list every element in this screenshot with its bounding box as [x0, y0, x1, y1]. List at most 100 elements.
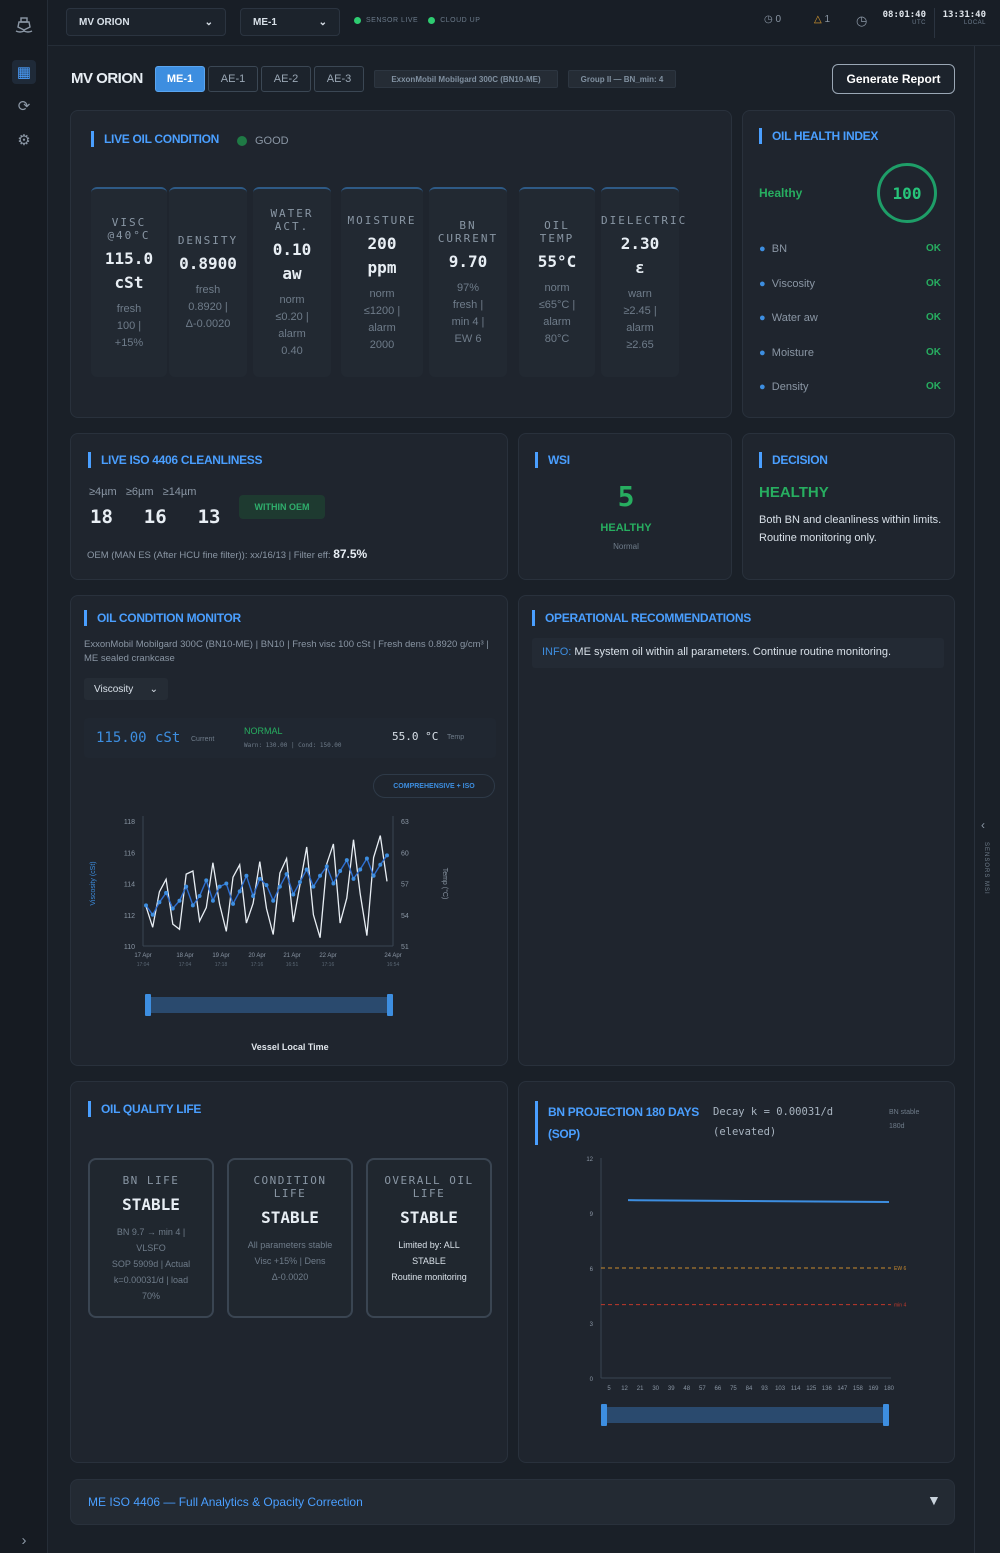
cloud-up-label: CLOUD UP — [440, 17, 481, 24]
readout-limits: Warn: 130.00 | Cond: 150.00 — [244, 742, 342, 749]
bn-x-tick-label: 5 — [607, 1386, 611, 1392]
metric-label: DENSITY — [177, 234, 239, 247]
alert-counter[interactable]: ◷ 0 — [764, 14, 781, 25]
y-tick-label: 116 — [124, 850, 135, 857]
health-item-state: OK — [926, 381, 941, 392]
iso-analytics-accordion[interactable]: ME ISO 4406 — Full Analytics & Opacity C… — [70, 1479, 955, 1525]
expand-chevron-icon[interactable]: › — [21, 1531, 27, 1549]
bn-x-tick-label: 30 — [652, 1386, 659, 1392]
bn-x-tick-label: 84 — [746, 1386, 753, 1392]
bn-x-tick-label: 103 — [775, 1386, 786, 1392]
range-slider[interactable] — [148, 997, 390, 1013]
metric-value-group: 9.70 — [429, 250, 507, 274]
oil-condition-monitor-panel: OIL CONDITION MONITOR ExxonMobil Mobilga… — [70, 595, 508, 1066]
ops-info-text: ME system oil within all parameters. Con… — [574, 646, 892, 658]
viscosity-point — [371, 873, 376, 878]
parameter-select[interactable]: Viscosity ⌄ — [84, 678, 168, 700]
dashboard-grid-icon[interactable]: ▦ — [12, 60, 36, 84]
bn-x-tick-label: 158 — [853, 1386, 864, 1392]
viscosity-chart[interactable]: 118 116 114 112 110 63 60 57 54 51 Viscosity (cSt)… — [71, 801, 509, 1031]
metric-label: ACT. — [274, 220, 310, 233]
metric-sub: ≤65°C | — [538, 299, 576, 311]
bn-range-handle-left[interactable] — [601, 1404, 607, 1426]
live-oil-condition-title: LIVE OIL CONDITION — [91, 131, 219, 147]
tab-ae-3[interactable]: AE-3 — [314, 66, 364, 92]
sensor-live-label: SENSOR LIVE — [366, 17, 419, 24]
engine-select-value: ME-1 — [253, 16, 277, 28]
bn-x-tick-label: 125 — [806, 1386, 817, 1392]
viscosity-point — [364, 856, 369, 861]
quality-card-sub: Routine monitoring — [391, 1272, 467, 1282]
metric-label: WATER — [270, 207, 314, 220]
metric-value: aw — [282, 264, 302, 283]
generate-report-button[interactable]: Generate Report — [832, 64, 955, 94]
chevron-left-icon[interactable]: ‹ — [981, 818, 985, 832]
metric-sub: fresh — [116, 302, 142, 315]
metric-sub: norm — [369, 287, 395, 300]
iso-title: LIVE ISO 4406 CLEANLINESS — [88, 452, 263, 468]
y-tick-label: 114 — [124, 882, 135, 889]
bn-projection-title: BN PROJECTION 180 DAYS (SOP) — [535, 1101, 699, 1145]
monitor-description: ExxonMobil Mobilgard 300C (BN10-ME) | BN… — [84, 639, 489, 664]
bn-x-tick-label: 147 — [837, 1386, 848, 1392]
range-handle-left[interactable] — [145, 994, 151, 1016]
metric-sub: ≥2.65 — [626, 338, 654, 351]
sensors-drawer-label[interactable]: SENSORS MSI — [983, 842, 989, 895]
viscosity-point — [297, 879, 302, 884]
metric-card: OIL TEMP 55°C norm ≤65°C | alarm 80°C — [519, 187, 595, 377]
oil-group-chip: Group II — BN_min: 4 — [568, 70, 676, 88]
quality-card-label: CONDITION — [253, 1174, 327, 1187]
y2-tick-label: 54 — [401, 913, 409, 920]
metric-value: 55°C — [537, 252, 577, 271]
metric-label: @40°C — [107, 228, 151, 242]
tab-ae-2[interactable]: AE-2 — [261, 66, 311, 92]
comprehensive-iso-button[interactable]: COMPREHENSIVE + ISO — [373, 774, 495, 798]
sensor-live-dot — [354, 17, 361, 24]
metric-card-body: OIL TEMP 55°C norm ≤65°C | alarm 80°C — [519, 219, 595, 348]
metric-label: OIL — [544, 219, 570, 232]
metric-sub: alarm — [626, 321, 654, 334]
metric-sub: Δ-0.0020 — [185, 318, 231, 330]
viscosity-point — [304, 867, 309, 872]
health-item-name: ● Moisture — [759, 347, 814, 359]
refresh-icon[interactable]: ⟳ — [17, 98, 31, 115]
warning-counter[interactable]: △ 1 — [814, 14, 830, 25]
bn-range-slider[interactable] — [604, 1407, 886, 1423]
wsi-sub: Normal — [613, 542, 639, 551]
metric-card: BN CURRENT 9.70 97% fresh | min 4 | EW 6 — [429, 187, 507, 377]
triangle-down-icon[interactable]: ▼ — [927, 1492, 941, 1508]
decision-title: DECISION — [759, 452, 828, 468]
gear-icon[interactable]: ⚙ — [17, 132, 31, 149]
health-item-state: OK — [926, 346, 941, 358]
iso-value-14um: 13 — [197, 506, 221, 528]
metric-value: 2.30 — [620, 233, 660, 253]
engine-select[interactable]: ME-1 ⌄ — [240, 8, 340, 36]
metric-label: BN — [459, 219, 477, 232]
bullet-dot-icon: ● — [759, 277, 766, 290]
quality-card: CONDITION LIFE STABLE All parameters stable… — [227, 1158, 353, 1318]
metric-card-body: WATER ACT. 0.10 aw norm ≤0.20 | alarm 0.40 — [253, 207, 331, 360]
health-item-label: Viscosity — [771, 277, 815, 290]
quality-card-value: STABLE — [122, 1195, 180, 1214]
bn-range-handle-right[interactable] — [883, 1404, 889, 1426]
metric-value: cSt — [114, 272, 144, 292]
cloud-up-dot — [428, 17, 436, 24]
chevron-down-icon: ⌄ — [149, 683, 158, 695]
range-handle-right[interactable] — [387, 994, 393, 1016]
vessel-select[interactable]: MV ORION ⌄ — [66, 8, 226, 36]
health-item-name: ● BN — [759, 243, 787, 255]
chevron-down-icon: ⌄ — [204, 16, 213, 28]
metric-value: 200 — [367, 233, 397, 253]
tab-ae-1[interactable]: AE-1 — [208, 66, 258, 92]
alert-count: 0 — [775, 14, 782, 25]
vessel-select-value: MV ORION — [79, 16, 130, 28]
health-item-name: ● Density — [759, 381, 808, 393]
tab-me-1[interactable]: ME-1 — [155, 66, 205, 92]
viscosity-point — [344, 858, 349, 863]
viscosity-point — [231, 901, 236, 906]
metric-label: DIELECTRIC — [601, 213, 688, 227]
readout-bar: 115.00 cSt Current NORMAL Warn: 130.00 |… — [84, 718, 496, 758]
viscosity-point — [204, 878, 209, 883]
bn-x-tick-label: 169 — [868, 1386, 879, 1392]
